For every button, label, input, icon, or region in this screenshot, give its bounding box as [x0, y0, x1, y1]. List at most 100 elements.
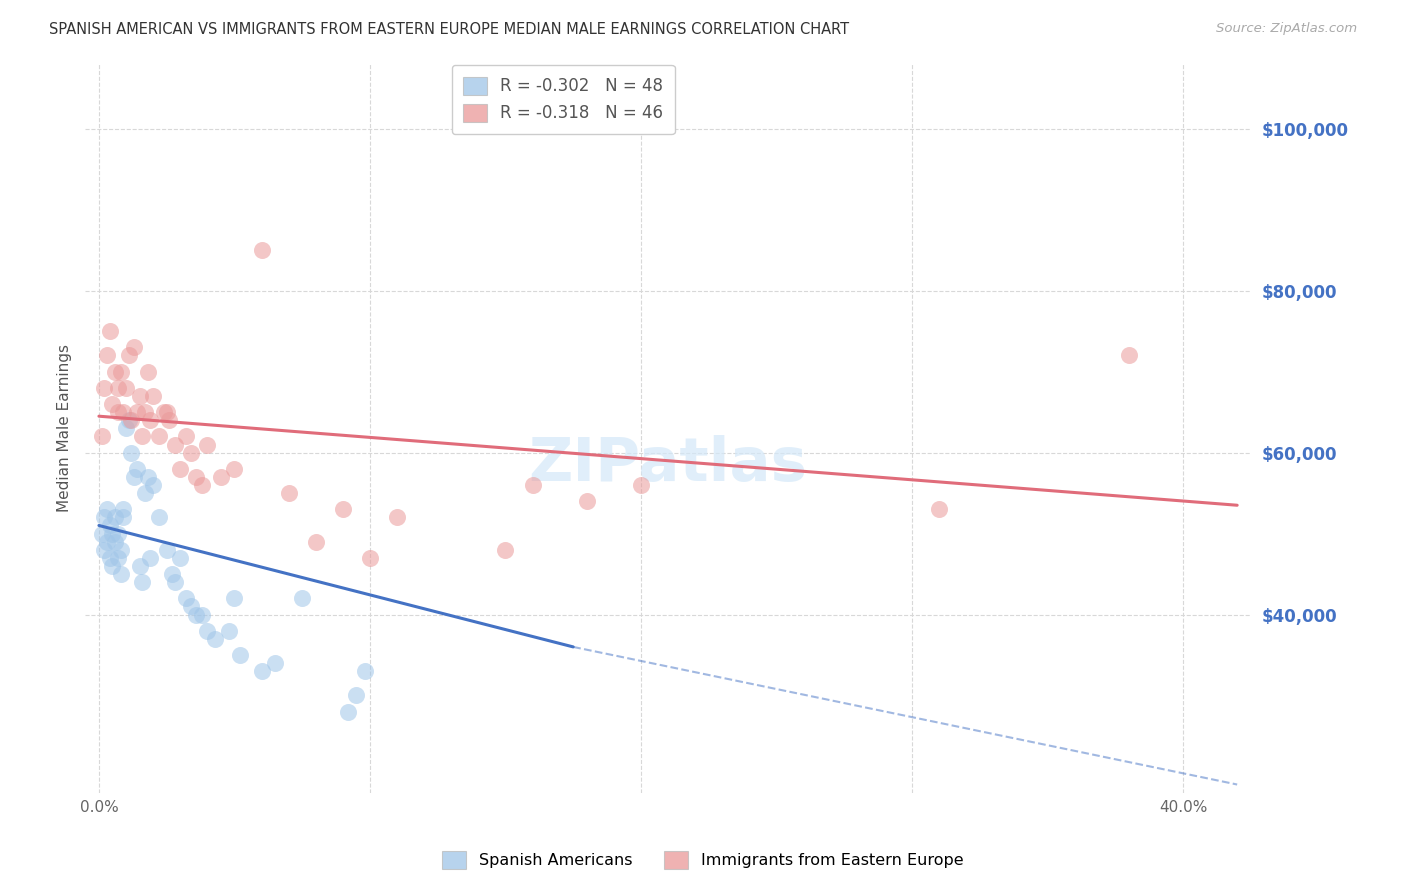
Point	[107, 381, 129, 395]
Point	[139, 413, 162, 427]
Point	[928, 502, 950, 516]
Point	[277, 486, 299, 500]
Point	[337, 705, 360, 719]
Point	[110, 567, 132, 582]
Point	[148, 429, 170, 443]
Point	[90, 429, 112, 443]
Point	[112, 405, 135, 419]
Text: ZIPatlas: ZIPatlas	[529, 435, 807, 494]
Point	[98, 550, 121, 565]
Point	[229, 648, 252, 662]
Point	[131, 429, 153, 443]
Point	[157, 413, 180, 427]
Point	[107, 526, 129, 541]
Point	[522, 478, 544, 492]
Point	[136, 365, 159, 379]
Text: Source: ZipAtlas.com: Source: ZipAtlas.com	[1216, 22, 1357, 36]
Point	[494, 542, 516, 557]
Point	[107, 405, 129, 419]
Point	[204, 632, 226, 646]
Point	[169, 462, 191, 476]
Point	[120, 445, 142, 459]
Point	[118, 413, 141, 427]
Point	[104, 510, 127, 524]
Point	[139, 550, 162, 565]
Text: SPANISH AMERICAN VS IMMIGRANTS FROM EASTERN EUROPE MEDIAN MALE EARNINGS CORRELAT: SPANISH AMERICAN VS IMMIGRANTS FROM EAST…	[49, 22, 849, 37]
Point	[96, 534, 118, 549]
Point	[122, 470, 145, 484]
Point	[120, 413, 142, 427]
Point	[630, 478, 652, 492]
Point	[1118, 349, 1140, 363]
Point	[264, 656, 287, 670]
Point	[160, 567, 183, 582]
Point	[250, 664, 273, 678]
Point	[174, 429, 197, 443]
Point	[104, 534, 127, 549]
Point	[195, 437, 218, 451]
Point	[142, 389, 165, 403]
Legend: Spanish Americans, Immigrants from Eastern Europe: Spanish Americans, Immigrants from Easte…	[436, 845, 970, 875]
Point	[134, 405, 156, 419]
Point	[118, 349, 141, 363]
Point	[110, 542, 132, 557]
Point	[174, 591, 197, 606]
Point	[224, 462, 246, 476]
Point	[218, 624, 240, 638]
Point	[180, 445, 202, 459]
Point	[112, 502, 135, 516]
Point	[156, 405, 179, 419]
Point	[115, 421, 138, 435]
Point	[142, 478, 165, 492]
Point	[96, 349, 118, 363]
Point	[90, 526, 112, 541]
Point	[385, 510, 408, 524]
Point	[101, 397, 124, 411]
Point	[104, 365, 127, 379]
Point	[101, 558, 124, 573]
Point	[125, 462, 148, 476]
Point	[131, 575, 153, 590]
Point	[93, 381, 115, 395]
Point	[195, 624, 218, 638]
Legend: R = -0.302   N = 48, R = -0.318   N = 46: R = -0.302 N = 48, R = -0.318 N = 46	[451, 65, 675, 134]
Point	[98, 324, 121, 338]
Point	[128, 389, 150, 403]
Point	[163, 437, 186, 451]
Point	[125, 405, 148, 419]
Point	[191, 478, 214, 492]
Point	[180, 599, 202, 614]
Point	[191, 607, 214, 622]
Point	[169, 550, 191, 565]
Point	[305, 534, 328, 549]
Point	[148, 510, 170, 524]
Point	[359, 550, 381, 565]
Point	[112, 510, 135, 524]
Point	[353, 664, 375, 678]
Point	[332, 502, 354, 516]
Point	[93, 542, 115, 557]
Point	[291, 591, 314, 606]
Point	[110, 365, 132, 379]
Point	[153, 405, 176, 419]
Point	[128, 558, 150, 573]
Point	[186, 607, 208, 622]
Point	[344, 689, 367, 703]
Point	[98, 518, 121, 533]
Point	[101, 526, 124, 541]
Point	[250, 244, 273, 258]
Y-axis label: Median Male Earnings: Median Male Earnings	[58, 344, 72, 512]
Point	[122, 340, 145, 354]
Point	[209, 470, 232, 484]
Point	[224, 591, 246, 606]
Point	[186, 470, 208, 484]
Point	[134, 486, 156, 500]
Point	[575, 494, 598, 508]
Point	[96, 502, 118, 516]
Point	[93, 510, 115, 524]
Point	[136, 470, 159, 484]
Point	[107, 550, 129, 565]
Point	[163, 575, 186, 590]
Point	[115, 381, 138, 395]
Point	[156, 542, 179, 557]
